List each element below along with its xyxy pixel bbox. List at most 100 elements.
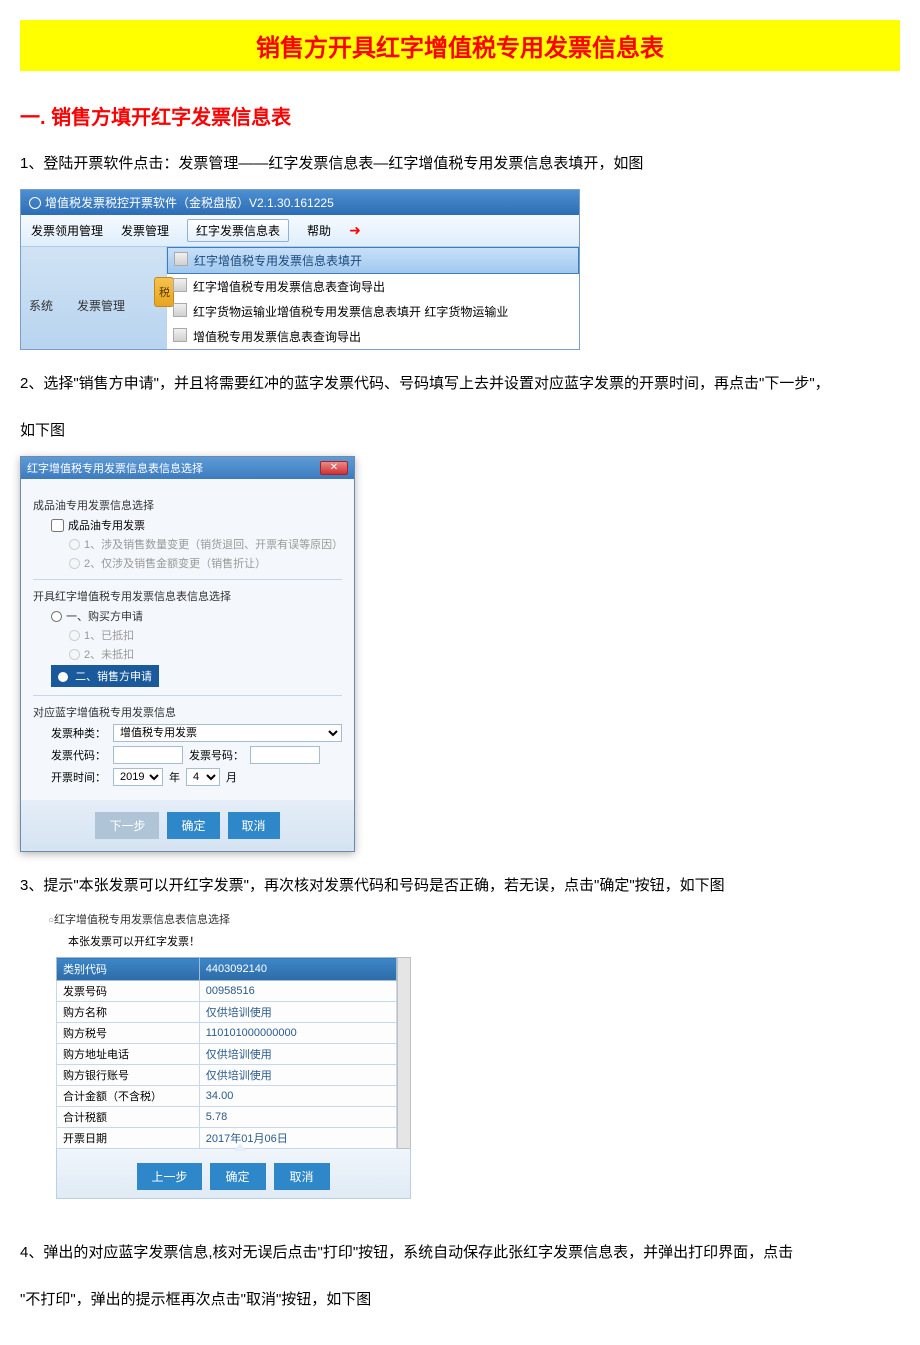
- row-value: 34.00: [199, 1086, 396, 1107]
- step-4b-text: "不打印"，弹出的提示框再次点击"取消"按钮，如下图: [20, 1286, 900, 1313]
- row-value: 110101000000000: [199, 1023, 396, 1044]
- dropdown-item-vat-export[interactable]: 增值税专用发票信息表查询导出: [167, 324, 579, 349]
- ok-button[interactable]: 确定: [210, 1163, 266, 1190]
- app-icon: [29, 197, 41, 209]
- group-blue-info-label: 对应蓝字增值税专用发票信息: [33, 704, 342, 720]
- window-titlebar: 增值税发票税控开票软件（金税盘版）V2.1.30.161225: [21, 190, 579, 215]
- radio-not-deducted[interactable]: 2、未抵扣: [69, 646, 342, 662]
- dropdown-item-export[interactable]: 红字增值税专用发票信息表查询导出: [167, 274, 579, 299]
- radio-input[interactable]: [51, 611, 62, 622]
- year-suffix: 年: [169, 769, 180, 785]
- row-value: 仅供培训使用: [199, 1044, 396, 1065]
- table-row: 购方地址电话仅供培训使用: [57, 1044, 397, 1065]
- table-row: 合计税额5.78: [57, 1107, 397, 1128]
- radio-seller-apply-selected[interactable]: 二、销售方申请: [51, 665, 159, 687]
- cancel-button[interactable]: 取消: [274, 1163, 330, 1190]
- screenshot-menu: 增值税发票税控开票软件（金税盘版）V2.1.30.161225 发票领用管理 发…: [20, 189, 580, 350]
- sidebar-item-system[interactable]: 系统: [29, 297, 53, 314]
- table-row: 购方名称仅供培训使用: [57, 1002, 397, 1023]
- step-1-text: 1、登陆开票软件点击：发票管理——红字发票信息表—红字增值税专用发票信息表填开，…: [20, 150, 900, 177]
- dropdown-item-cargo-fill[interactable]: 红字货物运输业增值税专用发票信息表填开 红字货物运输业: [167, 299, 579, 324]
- dropdown-label: 增值税专用发票信息表查询导出: [193, 328, 361, 345]
- invoice-code-input[interactable]: [113, 746, 183, 764]
- menubar: 发票领用管理 发票管理 红字发票信息表 帮助 ➜: [21, 215, 579, 247]
- dialog-title: 红字增值税专用发票信息表信息选择: [27, 460, 203, 476]
- table-header-left: 类别代码: [57, 958, 200, 981]
- next-button[interactable]: 下一步: [95, 812, 159, 839]
- table-header-right: 4403092140: [199, 958, 396, 981]
- doc-icon: [173, 303, 187, 317]
- dialog-titlebar: 红字增值税专用发票信息表信息选择 ✕: [21, 457, 354, 479]
- group-oil-label: 成品油专用发票信息选择: [33, 497, 342, 513]
- row-value: 仅供培训使用: [199, 1065, 396, 1086]
- sidebar-item-invoice[interactable]: 发票管理: [77, 297, 125, 314]
- radio-input[interactable]: [69, 649, 80, 660]
- dialog-button-bar: 下一步 确定 取消: [21, 800, 354, 851]
- radio-input[interactable]: [69, 539, 80, 550]
- invoice-num-label: 发票号码：: [189, 747, 244, 763]
- doc-icon: [173, 328, 187, 342]
- step-3-text: 3、提示"本张发票可以开红字发票"，再次核对发票代码和号码是否正确，若无误，点击…: [20, 872, 900, 899]
- radio-qty-change[interactable]: 1、涉及销售数量变更（销货退回、开票有误等原因）: [69, 536, 342, 552]
- radio-label: 二、销售方申请: [75, 671, 152, 683]
- radio-label: 2、未抵扣: [84, 646, 134, 662]
- scrollbar[interactable]: [397, 957, 411, 1149]
- row-value: 00958516: [199, 981, 396, 1002]
- radio-buyer-apply[interactable]: 一、购买方申请: [51, 608, 342, 624]
- prev-button[interactable]: 上一步: [137, 1163, 201, 1190]
- radio-label: 1、已抵扣: [84, 627, 134, 643]
- table-row: 合计金额（不含税）34.00: [57, 1086, 397, 1107]
- doc-icon: [173, 278, 187, 292]
- month-select[interactable]: 4: [186, 768, 220, 786]
- checkbox-oil-invoice[interactable]: 成品油专用发票: [51, 517, 342, 533]
- radio-amount-change[interactable]: 2、仅涉及销售金额变更（销售折让）: [69, 555, 342, 571]
- checkbox-input[interactable]: [51, 519, 64, 532]
- dropdown-label: 红字货物运输业增值税专用发票信息表填开 红字货物运输业: [193, 303, 508, 320]
- invoice-type-select[interactable]: 增值税专用发票: [113, 724, 342, 742]
- menu-invoice-manage[interactable]: 发票管理: [121, 222, 169, 239]
- row-key: 购方名称: [57, 1002, 200, 1023]
- dropdown-item-fill[interactable]: 红字增值税专用发票信息表填开: [167, 247, 579, 274]
- table-row: 购方银行账号仅供培训使用: [57, 1065, 397, 1086]
- step-2b-text: 如下图: [20, 417, 900, 444]
- close-button[interactable]: ✕: [320, 461, 348, 475]
- dropdown-label: 红字增值税专用发票信息表填开: [194, 252, 362, 269]
- table-row: 购方税号110101000000000: [57, 1023, 397, 1044]
- radio-input[interactable]: [69, 558, 80, 569]
- section-heading: 一. 销售方填开红字发票信息表: [20, 101, 900, 130]
- screenshot-dialog-select: 红字增值税专用发票信息表信息选择 ✕ 成品油专用发票信息选择 成品油专用发票 1…: [20, 456, 355, 852]
- row-key: 购方地址电话: [57, 1044, 200, 1065]
- menu-invoice-collect[interactable]: 发票领用管理: [31, 222, 103, 239]
- radio-input[interactable]: [69, 630, 80, 641]
- row-value: 仅供培训使用: [199, 1002, 396, 1023]
- invoice-info-table: 类别代码 4403092140 发票号码00958516购方名称仅供培训使用购方…: [56, 957, 397, 1149]
- ok-button[interactable]: 确定: [167, 812, 219, 839]
- step-4-text: 4、弹出的对应蓝字发票信息,核对无误后点击"打印"按钮，系统自动保存此张红字发票…: [20, 1239, 900, 1266]
- red-arrow-icon: ➜: [349, 222, 361, 239]
- radio-deducted[interactable]: 1、已抵扣: [69, 627, 342, 643]
- group-red-info-label: 开具红字增值税专用发票信息表信息选择: [33, 588, 342, 604]
- row-key: 合计金额（不含税）: [57, 1086, 200, 1107]
- window-title: 增值税发票税控开票软件（金税盘版）V2.1.30.161225: [45, 194, 334, 211]
- cancel-button[interactable]: 取消: [228, 812, 280, 839]
- invoice-type-label: 发票种类：: [51, 725, 107, 741]
- row-key: 发票号码: [57, 981, 200, 1002]
- year-select[interactable]: 2019: [113, 768, 163, 786]
- table-row: 开票日期2017年01月06日: [57, 1128, 397, 1149]
- sidebar: 系统 发票管理 税: [21, 247, 166, 349]
- doc-icon: [174, 252, 188, 266]
- invoice-num-input[interactable]: [250, 746, 320, 764]
- invoice-time-label: 开票时间：: [51, 769, 107, 785]
- row-key: 开票日期: [57, 1128, 200, 1149]
- menu-help[interactable]: 帮助: [307, 222, 331, 239]
- document-title: 销售方开具红字增值税专用发票信息表: [20, 20, 900, 71]
- row-key: 合计税额: [57, 1107, 200, 1128]
- checkbox-label: 成品油专用发票: [68, 517, 145, 533]
- row-key: 购方银行账号: [57, 1065, 200, 1086]
- s3-caption: ○红字增值税专用发票信息表信息选择: [48, 911, 900, 927]
- radio-label: 1、涉及销售数量变更（销货退回、开票有误等原因）: [84, 536, 342, 552]
- dropdown-label: 红字增值税专用发票信息表查询导出: [193, 278, 385, 295]
- step-2-text: 2、选择"销售方申请"，并且将需要红冲的蓝字发票代码、号码填写上去并设置对应蓝字…: [20, 370, 900, 397]
- s3-subcaption: 本张发票可以开红字发票！: [68, 933, 900, 949]
- tab-red-invoice-info[interactable]: 红字发票信息表: [187, 219, 289, 242]
